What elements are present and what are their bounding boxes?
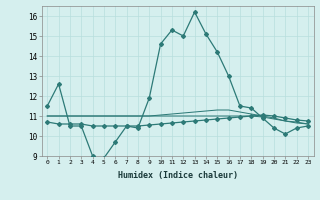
X-axis label: Humidex (Indice chaleur): Humidex (Indice chaleur) — [118, 171, 237, 180]
